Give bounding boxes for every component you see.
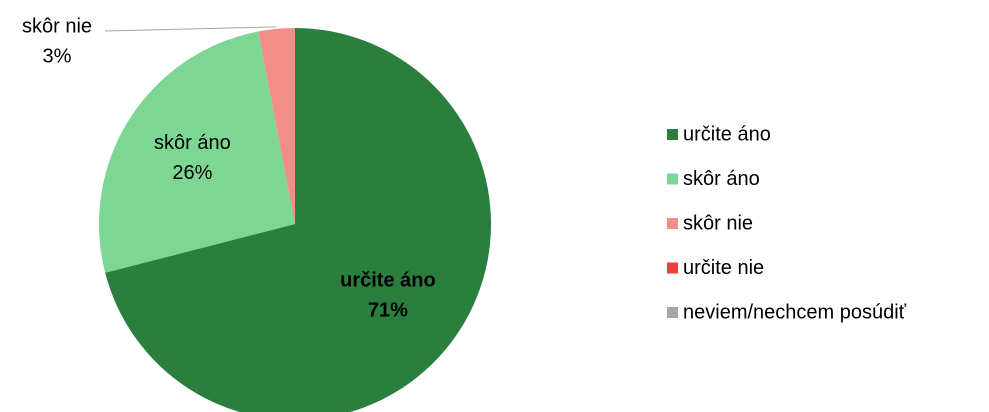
data-label-name: skôr nie <box>22 15 92 37</box>
legend-swatch <box>667 262 678 274</box>
leader-line <box>104 26 277 32</box>
legend-label: neviem/nechcem posúdiť <box>683 301 907 323</box>
legend-label: skôr nie <box>683 212 753 234</box>
legend-swatch <box>667 173 678 185</box>
pie-slice <box>105 28 491 412</box>
pie-slice <box>258 28 295 224</box>
legend-label: skôr áno <box>683 168 760 190</box>
data-label-name: určite áno <box>340 269 436 291</box>
data-label-name: skôr áno <box>154 132 231 154</box>
legend-label: určite nie <box>683 257 764 279</box>
data-label-value: 71% <box>368 299 408 321</box>
legend-swatch <box>667 129 678 140</box>
data-label-value: 26% <box>172 162 212 184</box>
data-label-value: 3% <box>43 45 72 67</box>
legend-swatch <box>667 307 678 318</box>
legend-label: určite áno <box>683 123 771 145</box>
pie-slice <box>98 31 295 273</box>
legend-swatch <box>667 218 678 229</box>
